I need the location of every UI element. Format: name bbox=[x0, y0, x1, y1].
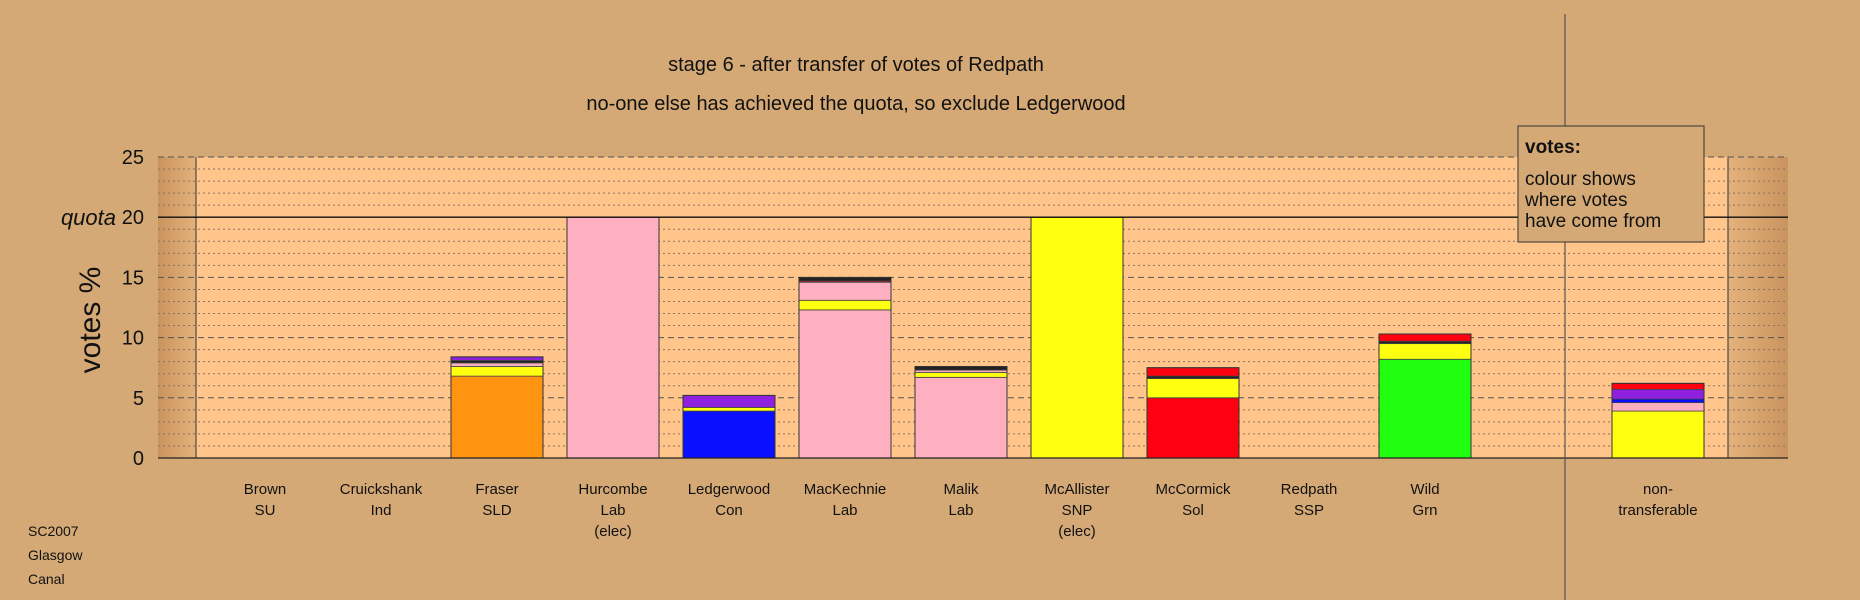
x-tick-label: MacKechnie bbox=[804, 481, 887, 498]
y-tick-label: 10 bbox=[122, 328, 144, 350]
x-tick-label: Hurcombe bbox=[578, 481, 647, 498]
bar-segment bbox=[1611, 410, 1705, 459]
bar-stack bbox=[450, 356, 544, 459]
legend-title: votes: bbox=[1525, 137, 1581, 158]
x-tick-label: non- bbox=[1643, 481, 1673, 498]
bar-segment bbox=[1030, 216, 1124, 459]
footer-line: SC2007 bbox=[28, 523, 79, 539]
x-tick-label: McCormick bbox=[1156, 481, 1231, 498]
bar-stack bbox=[682, 394, 776, 459]
bar-segment bbox=[798, 276, 892, 282]
x-tick-label: Ledgerwood bbox=[688, 481, 771, 498]
bar-segment bbox=[1611, 388, 1705, 400]
bar-segment bbox=[450, 366, 544, 377]
x-tick-label: SLD bbox=[482, 502, 511, 519]
y-axis-label: votes % bbox=[74, 267, 107, 374]
bar-segment bbox=[682, 407, 776, 412]
bar-segment bbox=[914, 372, 1008, 378]
bar-stack bbox=[566, 216, 660, 459]
y-tick-label: 15 bbox=[122, 267, 144, 289]
bar-segment bbox=[914, 366, 1008, 371]
footer-line: Canal bbox=[28, 571, 65, 587]
x-tick-label: (elec) bbox=[594, 523, 632, 540]
bar-segment bbox=[450, 362, 544, 367]
legend-line: where votes bbox=[1524, 190, 1627, 211]
bar-segment bbox=[566, 216, 660, 459]
x-tick-label: Con bbox=[715, 502, 743, 519]
x-tick-label: SU bbox=[255, 502, 276, 519]
bar-segment bbox=[1611, 382, 1705, 390]
plot-shade-right bbox=[1728, 157, 1788, 458]
x-tick-label: transferable bbox=[1618, 502, 1697, 519]
bar-segment bbox=[1611, 398, 1705, 404]
x-tick-label: Lab bbox=[600, 502, 625, 519]
x-tick-label: Fraser bbox=[475, 481, 518, 498]
x-tick-label: Ind bbox=[371, 502, 392, 519]
bar-segment bbox=[798, 299, 892, 311]
bar-segment bbox=[682, 394, 776, 408]
bar-stack bbox=[1611, 382, 1705, 459]
x-tick-label: SSP bbox=[1294, 502, 1324, 519]
x-tick-label: McAllister bbox=[1044, 481, 1109, 498]
x-tick-label: (elec) bbox=[1058, 523, 1096, 540]
legend-line: colour shows bbox=[1525, 169, 1636, 190]
y-tick-label: 5 bbox=[133, 388, 144, 410]
bar-segment bbox=[1146, 378, 1240, 399]
x-tick-label: SNP bbox=[1062, 502, 1093, 519]
bar-segment bbox=[450, 356, 544, 361]
x-axis-labels: Brown SU Cruickshank Ind Fraser SLD Hurcombe La… bbox=[244, 481, 1698, 540]
chart-subtitle: no-one else has achieved the quota, so e… bbox=[586, 93, 1125, 115]
x-tick-label: Cruickshank bbox=[340, 481, 423, 498]
bars bbox=[450, 216, 1705, 459]
bar-stack bbox=[1030, 216, 1124, 459]
x-tick-label: Lab bbox=[832, 502, 857, 519]
quota-label: quota bbox=[61, 205, 116, 230]
x-tick-label: Grn bbox=[1412, 502, 1437, 519]
bar-segment bbox=[798, 309, 892, 459]
bar-segment bbox=[1378, 343, 1472, 360]
bar-stack bbox=[1146, 367, 1240, 459]
y-tick-label: 25 bbox=[122, 147, 144, 169]
x-tick-label: Redpath bbox=[1281, 481, 1338, 498]
y-tick-label: 0 bbox=[133, 448, 144, 470]
bar-segment bbox=[450, 375, 544, 459]
bar-segment bbox=[1146, 367, 1240, 377]
constituency-footer: SC2007 Glasgow Canal bbox=[28, 523, 83, 587]
legend: votes: colour shows where votes have com… bbox=[1517, 125, 1705, 243]
x-tick-label: Brown bbox=[244, 481, 287, 498]
legend-line: have come from bbox=[1525, 211, 1661, 232]
bar-segment bbox=[1611, 402, 1705, 412]
bar-segment bbox=[682, 410, 776, 459]
x-tick-label: Wild bbox=[1410, 481, 1439, 498]
bar-stack bbox=[914, 365, 1008, 459]
bar-segment bbox=[1378, 358, 1472, 459]
bar-segment bbox=[914, 376, 1008, 459]
bar-segment bbox=[798, 281, 892, 301]
plot-shade-left bbox=[158, 157, 196, 458]
chart-title: stage 6 - after transfer of votes of Red… bbox=[668, 54, 1044, 76]
bar-stack bbox=[798, 276, 892, 459]
bar-segment bbox=[1146, 397, 1240, 459]
y-tick-label: 20 bbox=[122, 207, 144, 229]
x-tick-label: Lab bbox=[948, 502, 973, 519]
bar-segment bbox=[1378, 333, 1472, 342]
axes: 0 5 10 15 20 25 bbox=[122, 14, 1788, 600]
footer-line: Glasgow bbox=[28, 547, 83, 563]
x-tick-label: Malik bbox=[943, 481, 979, 498]
x-tick-label: Sol bbox=[1182, 502, 1204, 519]
bar-stack bbox=[1378, 333, 1472, 459]
